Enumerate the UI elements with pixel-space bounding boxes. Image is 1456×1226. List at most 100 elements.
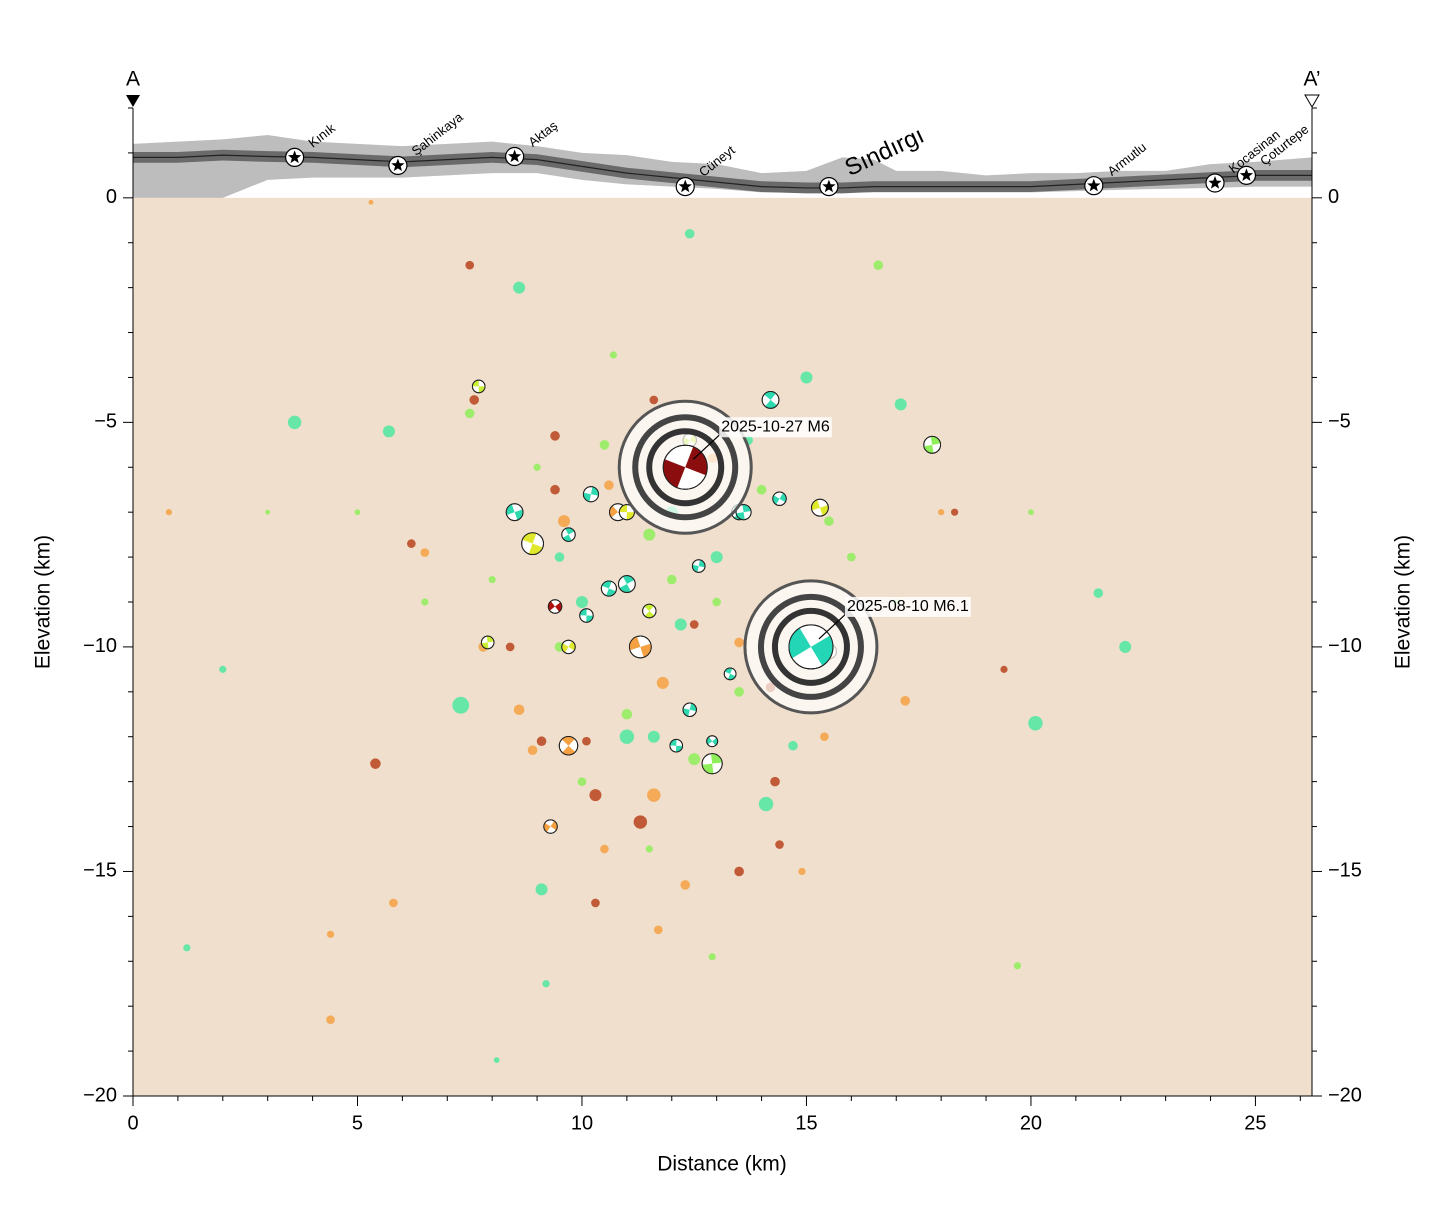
earthquake (758, 796, 774, 812)
focal-mechanism (811, 498, 829, 517)
town-star (507, 149, 522, 163)
focal-mechanism (617, 575, 636, 593)
mechanism-quadrant (788, 628, 811, 659)
earthquake (619, 729, 635, 744)
town-star (287, 150, 302, 164)
earthquake (820, 732, 829, 742)
earthquake (535, 883, 548, 896)
mechanism-outline (521, 532, 545, 556)
mechanism-quadrant (644, 610, 655, 618)
mechanism-quadrant (685, 446, 708, 476)
focal-mechanism (628, 635, 652, 659)
mechanism-outline (617, 575, 636, 593)
mechanism-quadrant (561, 736, 575, 746)
earthquake (421, 598, 429, 606)
earthquake (775, 840, 784, 849)
profile-end: A’ (1303, 68, 1320, 91)
mechanism-quadrant (555, 602, 562, 612)
mechanism-outline (543, 819, 558, 834)
earthquake (643, 528, 656, 541)
earthquake (800, 371, 813, 384)
earthquake (645, 845, 653, 853)
y-axis-label-right: Elevation (km) (1392, 535, 1415, 669)
mainshock-ring (646, 428, 725, 507)
mechanism-quadrant (810, 635, 833, 666)
mechanism-quadrant (548, 601, 556, 611)
earthquake (465, 260, 475, 270)
mechanism-quadrant (689, 703, 697, 712)
mechanism-outline (772, 491, 787, 506)
mechanism-outline (923, 435, 942, 454)
earthquake (326, 1015, 335, 1024)
x-tick-label: 0 (127, 1112, 138, 1134)
earthquake (680, 880, 691, 890)
focal-mechanism (735, 504, 752, 521)
earthquake (689, 620, 699, 629)
mechanism-outline (547, 599, 563, 614)
mainshock-ring (632, 414, 739, 521)
earthquake (951, 508, 959, 516)
mechanism-quadrant (561, 643, 569, 653)
y-tick-label: −5 (94, 411, 117, 433)
earthquake (452, 696, 470, 714)
focal-mechanism (558, 735, 579, 756)
earthquake (734, 687, 744, 697)
earthquake (684, 228, 695, 239)
earthquake (575, 596, 588, 608)
y-axis-label: Elevation (km) (32, 535, 55, 669)
earthquake (688, 753, 701, 766)
earthquake (633, 815, 648, 829)
annotation: 2025-10-27 M6 (721, 418, 830, 435)
mechanism-outline (642, 603, 657, 619)
earthquake (649, 395, 659, 405)
earthquake (1028, 716, 1043, 731)
mechanism-outline (579, 608, 594, 623)
mechanism-quadrant (765, 399, 777, 409)
mechanism-outline (701, 753, 723, 775)
y-tick-label-right: −5 (1328, 411, 1351, 433)
mechanism-quadrant (609, 505, 618, 518)
mechanism-quadrant (923, 444, 934, 454)
mechanism-outline (662, 444, 708, 490)
earthquake (847, 552, 856, 562)
earthquake (1093, 588, 1104, 598)
earthquake (734, 637, 744, 648)
focal-mechanism (706, 735, 719, 748)
mechanism-outline (628, 635, 652, 659)
annotation-leader (692, 432, 722, 460)
mechanism-quadrant (586, 615, 594, 623)
focal-mechanism (691, 559, 706, 573)
earthquake (326, 930, 335, 938)
mechanism-quadrant (543, 822, 551, 833)
mechanism-outline (480, 635, 495, 650)
profile-end-marker (1304, 94, 1320, 108)
focal-mechanism (923, 435, 942, 454)
mechanism-quadrant (562, 745, 576, 755)
focal-mechanism (561, 527, 576, 542)
focal-mechanism (723, 667, 737, 681)
mechanism-quadrant (702, 763, 714, 774)
earthquake (420, 548, 430, 557)
earthquake (527, 745, 538, 755)
earthquake (647, 788, 661, 802)
earthquake (734, 866, 744, 877)
mechanism-quadrant (930, 436, 941, 445)
mechanism-quadrant (772, 495, 780, 505)
focal-mechanism (471, 379, 486, 394)
earthquake (577, 777, 587, 786)
earthquake (183, 944, 191, 952)
focal-mechanism (505, 503, 524, 522)
earthquake (609, 351, 617, 359)
mechanism-quadrant (692, 564, 699, 573)
mechanism-quadrant (710, 753, 723, 764)
earthquake (656, 676, 669, 689)
mechanism-outline (735, 504, 752, 521)
mechanism-quadrant (644, 604, 654, 611)
earthquake (798, 867, 806, 876)
y-tick-label-right: −15 (1328, 860, 1362, 882)
earthquake (354, 509, 361, 516)
mechanism-quadrant (626, 512, 635, 520)
earthquake (1000, 665, 1008, 673)
crust-background (133, 197, 1312, 1096)
